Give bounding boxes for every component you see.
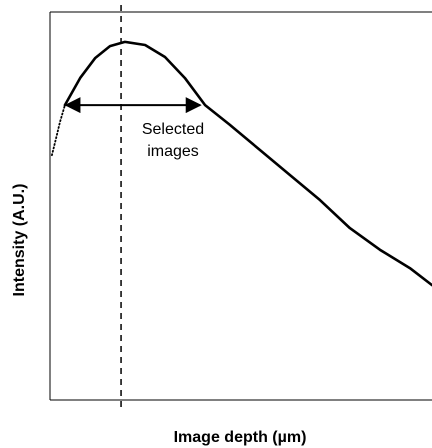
curve <box>51 104 66 157</box>
curve <box>63 40 432 287</box>
annotation: Selected <box>142 121 204 138</box>
y-axis-label: Intensity (A.U.) <box>11 184 28 297</box>
annotation: images <box>147 143 199 160</box>
x-axis-label: Image depth (µm) <box>174 429 307 446</box>
